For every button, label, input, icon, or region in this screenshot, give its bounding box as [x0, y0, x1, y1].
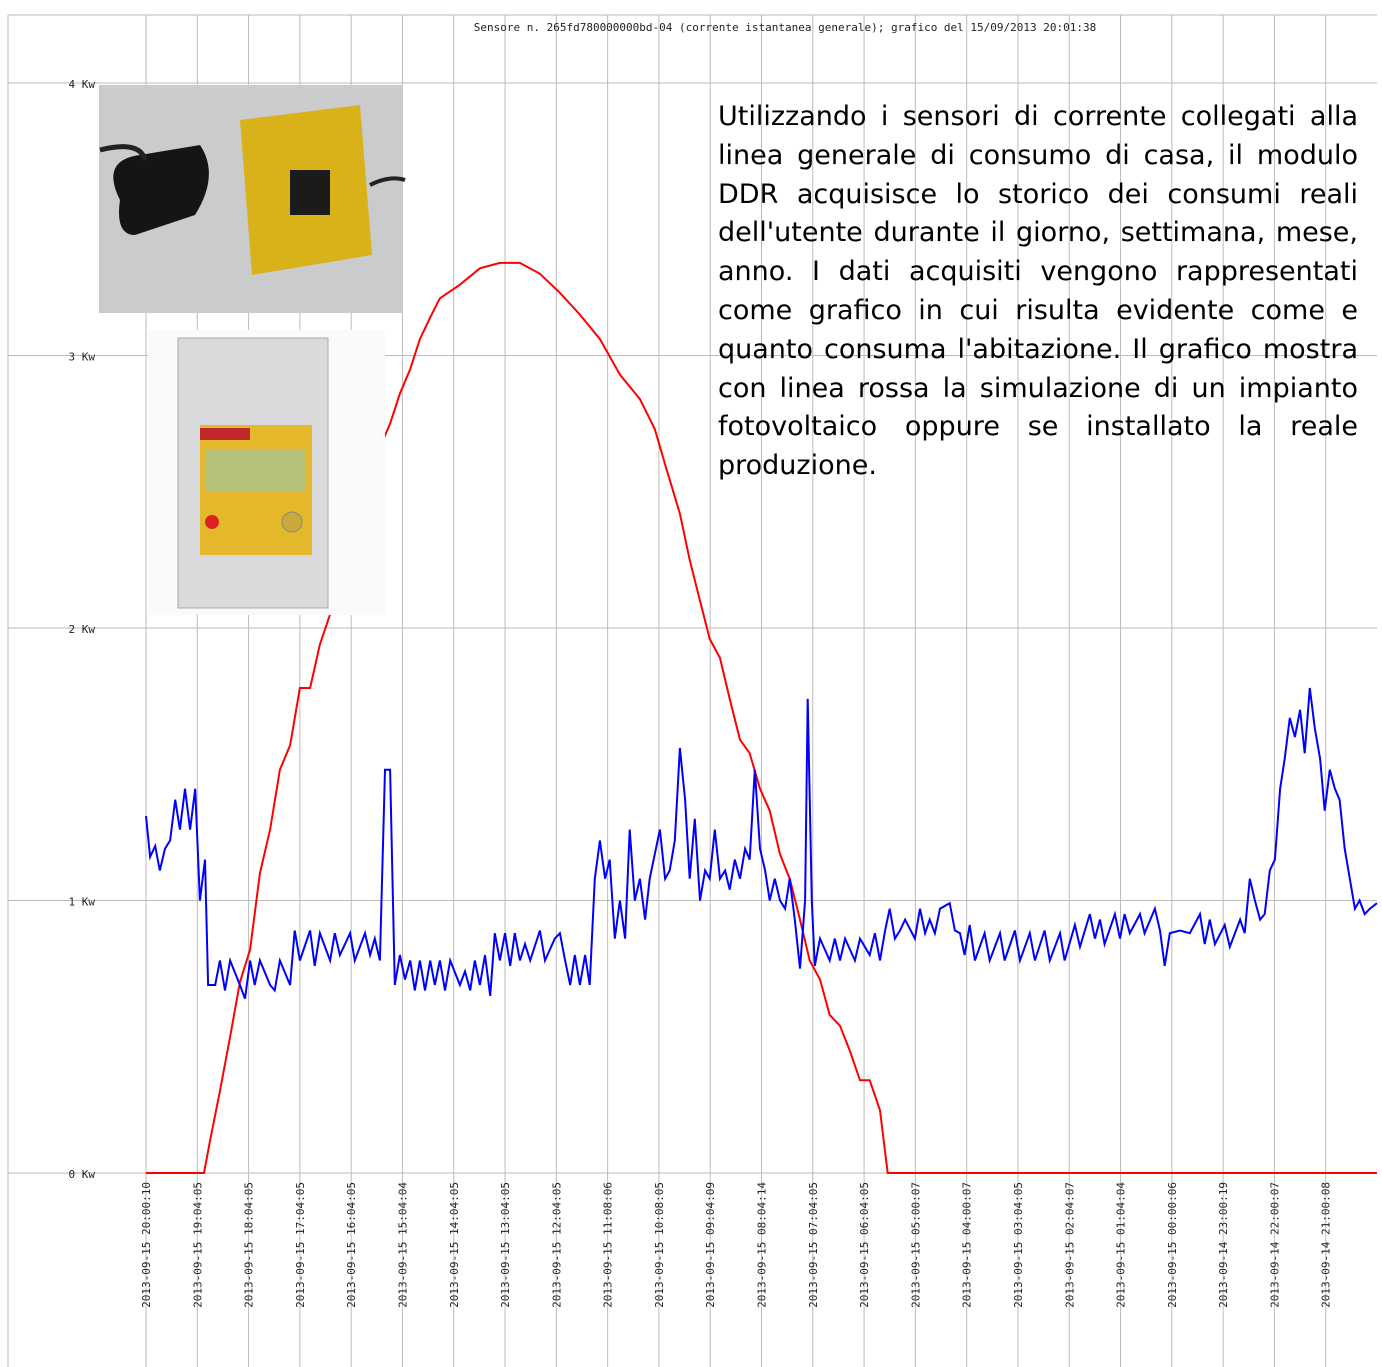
y-tick-label: 1 Kw: [69, 896, 96, 909]
meter-led: [205, 515, 219, 529]
photos: [99, 85, 405, 615]
chart-title: Sensore n. 265fd780000000bd-04 (corrente…: [474, 21, 1097, 34]
y-tick-label: 2 Kw: [69, 623, 96, 636]
y-tick-label: 3 Kw: [69, 351, 96, 364]
x-tick-label: 2013-09-15 14:04:05: [448, 1182, 461, 1308]
x-tick-label: 2013-09-15 11:08:06: [602, 1182, 615, 1308]
x-tick-label: 2013-09-15 15:04:04: [396, 1182, 409, 1308]
meter-brand: [200, 428, 250, 440]
x-tick-label: 2013-09-15 05:00:07: [909, 1182, 922, 1308]
connector: [290, 170, 330, 215]
meter-display: [205, 450, 305, 492]
x-tick-label: 2013-09-14 22:00:07: [1268, 1182, 1281, 1308]
x-tick-label: 2013-09-14 21:00:08: [1320, 1182, 1333, 1308]
x-tick-label: 2013-09-15 12:04:05: [550, 1182, 563, 1308]
page: Sensore n. 265fd780000000bd-04 (corrente…: [0, 0, 1382, 1367]
x-tick-label: 2013-09-15 08:04:14: [756, 1182, 769, 1308]
x-tick-label: 2013-09-15 16:04:05: [345, 1182, 358, 1308]
meter-knob: [282, 512, 302, 532]
x-tick-label: 2013-09-15 02:04:07: [1063, 1182, 1076, 1308]
x-tick-label: 2013-09-15 19:04:05: [191, 1182, 204, 1308]
description: Utilizzando i sensori di corrente colleg…: [718, 98, 1358, 486]
x-tick-label: 2013-09-15 01:04:04: [1115, 1182, 1128, 1308]
x-tick-label: 2013-09-15 07:04:05: [807, 1182, 820, 1308]
x-tick-label: 2013-09-15 20:00:10: [140, 1182, 153, 1308]
x-tick-label: 2013-09-14 23:00:19: [1217, 1182, 1230, 1308]
x-tick-label: 2013-09-15 18:04:05: [243, 1182, 256, 1308]
x-tick-label: 2013-09-15 04:00:07: [961, 1182, 974, 1308]
x-tick-label: 2013-09-15 00:00:06: [1166, 1182, 1179, 1308]
y-tick-label: 0 Kw: [69, 1168, 96, 1181]
x-tick-label: 2013-09-15 03:04:05: [1012, 1182, 1025, 1308]
x-tick-label: 2013-09-15 06:04:05: [858, 1182, 871, 1308]
x-tick-label: 2013-09-15 13:04:05: [499, 1182, 512, 1308]
x-tick-label: 2013-09-15 09:04:09: [704, 1182, 717, 1308]
y-tick-label: 4 Kw: [69, 78, 96, 91]
x-tick-label: 2013-09-15 10:08:05: [653, 1182, 666, 1308]
x-tick-label: 2013-09-15 17:04:05: [294, 1182, 307, 1308]
